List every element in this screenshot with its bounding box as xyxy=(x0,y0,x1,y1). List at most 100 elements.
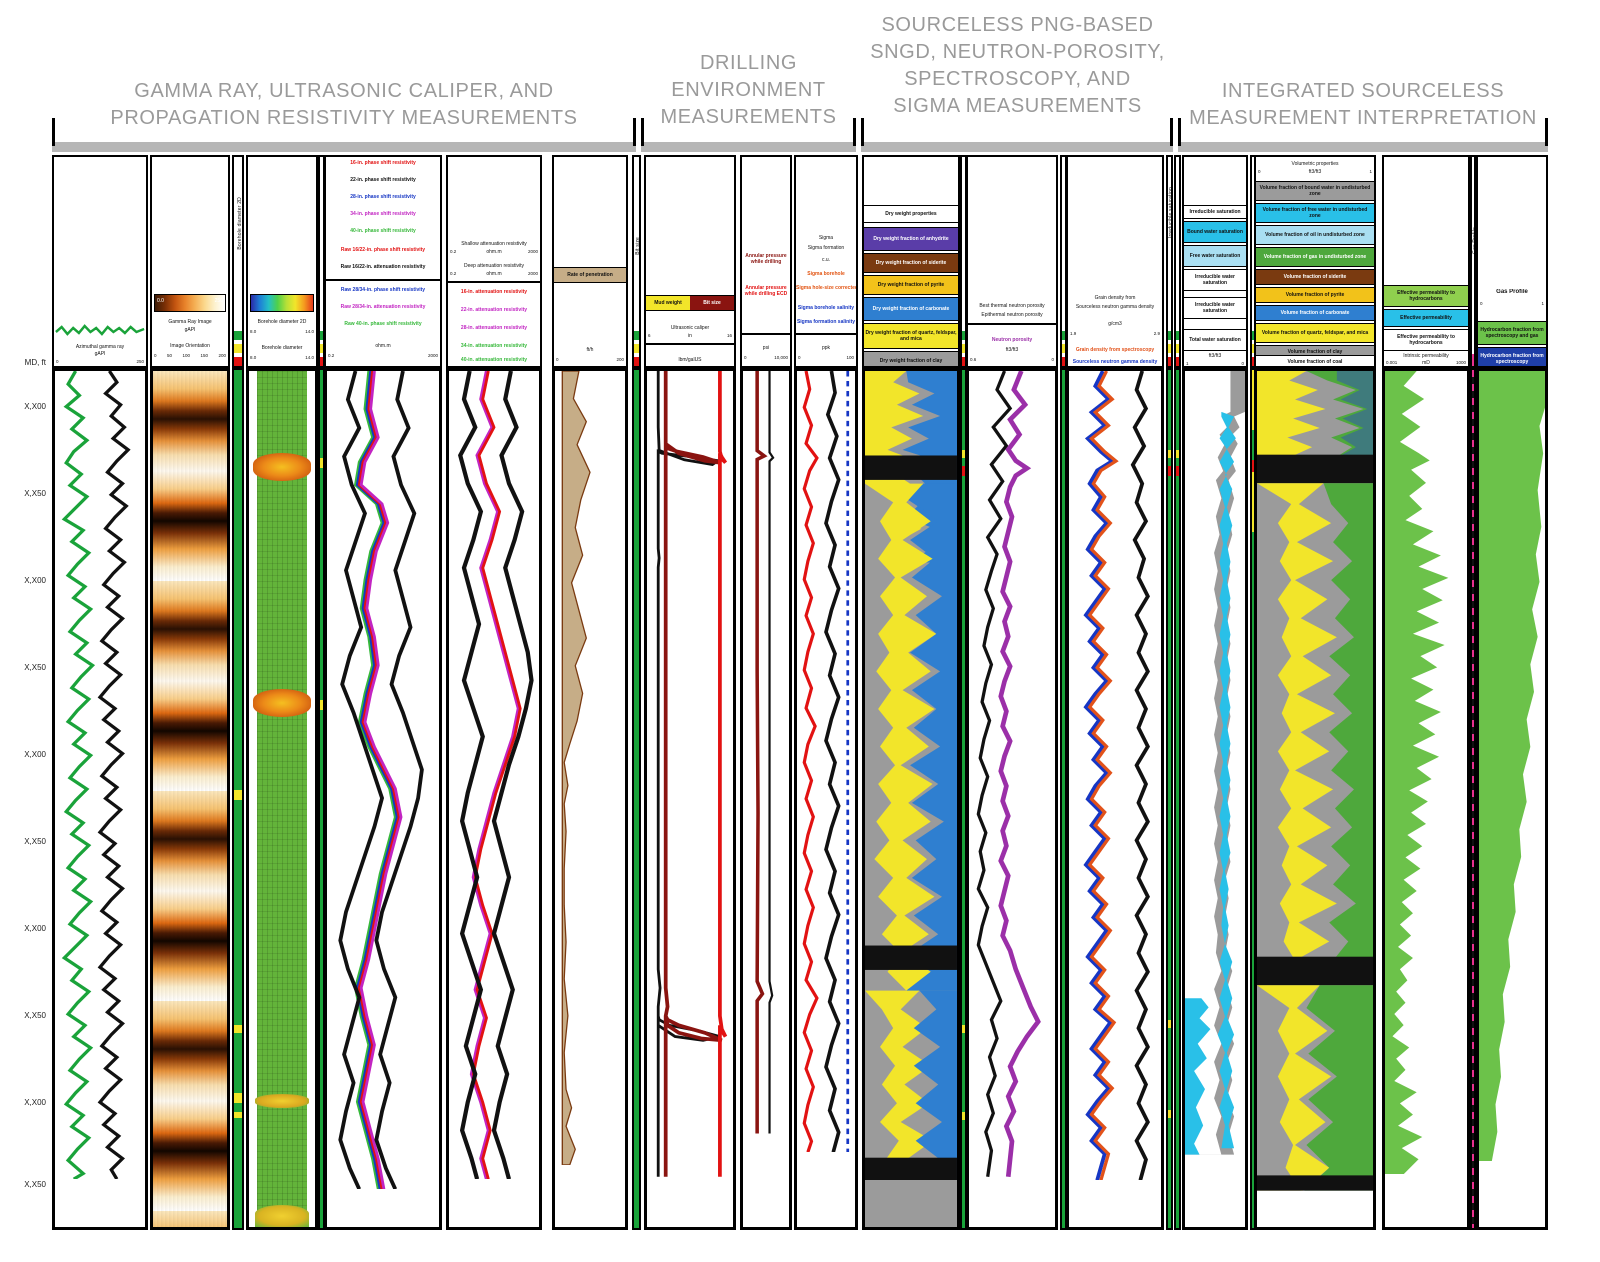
perm-legend-label: Effective permeability to hydrocarbons xyxy=(1397,290,1455,302)
spectro-legend-label: Dry weight fraction of pyrite xyxy=(877,282,945,288)
track-body-rate-of-penetration[interactable] xyxy=(552,368,628,1230)
sigma-units: c.u. xyxy=(821,257,831,263)
depth-tick-label: X,X50 xyxy=(24,837,46,846)
track-body-sigma[interactable] xyxy=(794,368,858,1230)
rop-scale: 0 200 xyxy=(554,357,626,362)
track-body-gas-profile[interactable] xyxy=(1476,368,1548,1230)
flag-strip-3-label: Bit size xyxy=(635,237,641,255)
neutron-min: 0.6 xyxy=(970,357,977,362)
track-body-annular-pressure[interactable] xyxy=(740,368,792,1230)
flag-strip-caliper-quality[interactable] xyxy=(232,368,244,1230)
sigma-title: Sigma xyxy=(818,235,834,241)
flag-strip-interp-quality-a[interactable] xyxy=(1166,368,1173,1230)
track-body-water-saturation[interactable] xyxy=(1182,368,1248,1230)
grain-density-units: g/cm3 xyxy=(1108,321,1122,327)
sigma-curves xyxy=(802,371,850,1153)
flag-mark-yellow xyxy=(234,790,242,800)
spectro-legend-3: Dry weight fraction of pyrite xyxy=(864,275,958,295)
track-body-volumetrics[interactable] xyxy=(1254,368,1376,1230)
gas-legend-1: Hydrocarbon fraction from spectroscopy a… xyxy=(1478,321,1546,345)
neutron-title-2: Epithermal neutron porosity xyxy=(981,312,1043,318)
track-body-permeability[interactable] xyxy=(1382,368,1470,1230)
res-legend-9: Raw 28/34-in. attenuation resistivity xyxy=(340,304,426,310)
bitsize-swatch: Bit size xyxy=(690,295,734,311)
caliper-curve-min: 8.0 xyxy=(250,355,257,360)
flag-strip-interp-quality-b[interactable] xyxy=(1174,368,1181,1230)
spectro-legend-label: Dry weight fraction of clay xyxy=(879,357,943,364)
neutron-porosity-label: Neutron porosity xyxy=(991,337,1033,343)
section-tick-3-left xyxy=(861,118,864,146)
track-body-phase-shift-resistivity[interactable] xyxy=(324,368,442,1230)
caliper-curve-max: 14.0 xyxy=(305,355,314,360)
drill-mudweight-units: lbm/galUS xyxy=(678,357,702,363)
header-spectroscopy: Dry weight properties Dry weight fractio… xyxy=(862,155,960,368)
res-scale: 0.2 2000 xyxy=(326,353,440,358)
caliper-mudweight-curves xyxy=(656,371,728,1177)
header-drilling-caliper: Mud weight Bit size Ultrasonic caliper i… xyxy=(644,155,736,368)
caliper-curve-scale: 8.0 14.0 xyxy=(248,355,316,360)
att-deep-units: ohm.m xyxy=(486,271,502,277)
track-body-attenuation-resistivity[interactable] xyxy=(446,368,542,1230)
track-body-caliper-image[interactable] xyxy=(246,368,318,1230)
spectro-legend-0: Dry weight properties xyxy=(864,205,958,223)
apwd-curves xyxy=(755,371,775,1134)
depth-tick-label: X,X00 xyxy=(24,750,46,759)
att-shallow-units: ohm.m xyxy=(486,249,502,255)
header-flag-strip-3: Bit size xyxy=(632,155,641,368)
grain-density-min: 1.9 xyxy=(1070,331,1077,336)
sat-legend-label: Irreducible saturation xyxy=(1189,209,1241,215)
att-legend-4: 34-in. attenuation resistivity xyxy=(460,343,528,349)
flag-strip-gas-profile-quality[interactable] xyxy=(1470,368,1476,1230)
att-legend-2: 22-in. attenuation resistivity xyxy=(460,307,528,313)
vol-legend-label: Volume fraction of free water in undistu… xyxy=(1262,207,1368,219)
track-body-drilling-caliper[interactable] xyxy=(644,368,736,1230)
track-body-neutron-porosity[interactable] xyxy=(966,368,1058,1230)
flag-mark-yellow xyxy=(234,1112,242,1118)
sat-legend-2: Free water saturation xyxy=(1184,245,1246,267)
gas-profile-min: 0 xyxy=(1480,301,1483,306)
gr-image-orientation: Image Orientation xyxy=(170,343,210,349)
flag-strip-drilling-quality[interactable] xyxy=(632,368,641,1230)
sigma-scale: 0 100 xyxy=(796,355,856,360)
header-flag-strip-6: Irreducible saturation xyxy=(1166,155,1173,368)
section-tick-4-left xyxy=(1178,118,1181,146)
track-body-grain-density[interactable] xyxy=(1066,368,1164,1230)
attenuation-curves xyxy=(457,371,534,1180)
perm-intrinsic-label: Intrinsic permeability xyxy=(1403,353,1449,359)
att-legend-5: 40-in. attenuation resistivity xyxy=(460,357,528,363)
vol-legend-1: Volume fraction of bound water in undist… xyxy=(1256,181,1374,201)
sat-legend-label: Bound water saturation xyxy=(1187,229,1243,235)
res-scale-min: 0.2 xyxy=(328,353,335,358)
gr-image-units: gAPI xyxy=(184,327,196,333)
track-body-gr-image[interactable] xyxy=(150,368,230,1230)
res-legend-5: 40-in. phase shift resistivity xyxy=(350,228,416,234)
vol-legend-label: Volume fraction of carbonate xyxy=(1280,310,1350,316)
sat-legend-label: Irreducible water saturation xyxy=(1194,274,1235,286)
track-body-gamma-ray[interactable] xyxy=(52,368,148,1230)
depth-tick-label: X,X00 xyxy=(24,924,46,933)
grain-density-blue: Sourceless neutron gamma density xyxy=(1072,359,1158,365)
vol-max: 1 xyxy=(1369,169,1372,174)
track-body-spectroscopy[interactable] xyxy=(862,368,960,1230)
att-deep-max: 2000 xyxy=(527,271,538,276)
header-gr-image: 0.0 250 Gamma Ray Image gAPI Image Orien… xyxy=(150,155,230,368)
gr-image-title: Gamma Ray Image xyxy=(168,319,212,325)
att-shallow-title: Shallow attenuation resistivity xyxy=(461,241,527,247)
flag-mark-yellow xyxy=(962,450,965,458)
gamma-ray-scale: 0 250 xyxy=(54,359,146,364)
vol-units: ft3/ft3 xyxy=(1308,169,1322,175)
section-title-gr-caliper-resistivity: GAMMA RAY, ULTRASONIC CALIPER, AND PROPA… xyxy=(110,80,578,129)
drill-caliper-max: 16 xyxy=(726,333,732,338)
res-scale-max: 2000 xyxy=(427,353,438,358)
rop-fill xyxy=(561,371,591,1165)
att-shallow-max: 2000 xyxy=(527,249,538,254)
res-units: ohm.m xyxy=(375,343,391,349)
rop-legend-swatch: Rate of penetration xyxy=(554,267,626,283)
gamma-ray-scale-min: 0 xyxy=(56,359,59,364)
section-title-sourceless-png: SOURCELESS PNG-BASED SNGD, NEUTRON-POROS… xyxy=(870,14,1165,117)
flag-mark-yellow xyxy=(1168,1020,1171,1028)
sat-legend-3: Irreducible water saturation xyxy=(1184,269,1246,291)
vol-legend-label: Volume fraction of quartz, feldspar, and… xyxy=(1261,330,1369,336)
depth-tick-label: X,X50 xyxy=(24,1180,46,1189)
